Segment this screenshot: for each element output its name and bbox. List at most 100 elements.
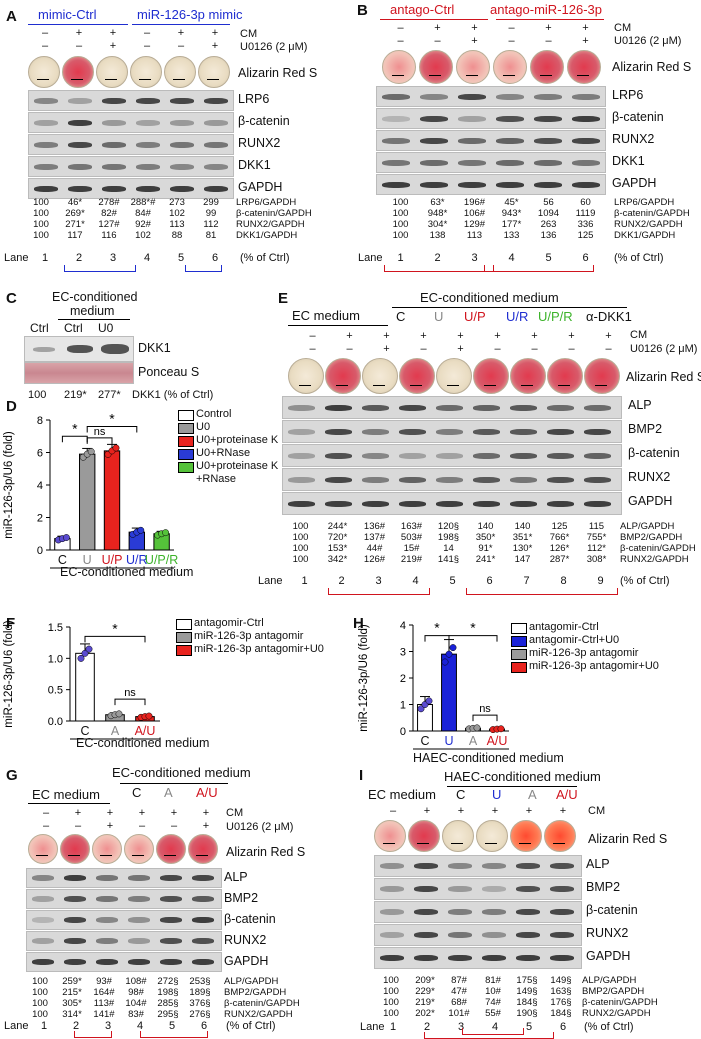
scale-bar [558,385,570,386]
quant-val: 100 [33,230,49,241]
x-tick-label: U/R [126,553,148,567]
quant-val: 184§ [550,1008,572,1019]
band [516,863,540,869]
band [496,115,524,122]
panel-g-cm-label: CM [226,807,244,819]
sign: – [397,22,404,34]
quant-val: 215* [62,987,82,998]
blot-1 [376,108,606,129]
panel-d-label: D [6,398,17,415]
quant-val: 81# [485,975,501,986]
y-tick-label: 8 [37,415,43,427]
sig-bracket [114,698,146,706]
lane-number: 7 [523,575,530,587]
well [124,834,154,864]
lane-number: 2 [338,575,345,587]
y-tick-label: 0 [400,726,406,738]
band [510,452,537,459]
sign: – [531,343,538,355]
band [547,500,574,507]
quant-val: 287* [549,554,570,565]
scale-bar [466,75,478,76]
panel-i-lane-word: Lane [360,1021,385,1033]
quant-val: 100 [392,230,409,241]
band [550,955,574,961]
blot-label-4: GAPDH [628,494,673,508]
band [128,959,150,965]
band [34,185,58,192]
scale-bar [37,79,49,80]
quant-label: RUNX2/GAPDH [224,1009,293,1020]
lane-number: 2 [434,252,441,264]
y-tick-label: 6 [37,448,43,460]
band [136,119,160,126]
quant-val: 209* [415,975,435,986]
quant-val: 351* [512,532,533,543]
panel-e: E EC medium EC-conditioned medium C U U/P U… [258,288,701,613]
blot-label-2: RUNX2 [612,132,655,146]
band [382,137,410,144]
sign: + [346,330,353,342]
lane-number: 4 [412,575,419,587]
blot-3 [282,468,622,491]
sign: + [177,27,185,39]
band [325,428,352,435]
band [382,159,410,166]
quant-val: 263 [540,219,557,230]
quant-val: 376§ [189,998,211,1009]
band [325,404,352,411]
panel-c-col-2: U0 [98,321,114,335]
band [496,181,524,188]
quant-val: 350* [475,532,496,543]
scale-bar [417,843,429,844]
quant-val: 102 [135,230,151,241]
band [34,141,58,148]
panel-e-u0-label: U0126 (2 μM) [630,343,698,355]
well [567,50,601,84]
band [534,159,562,166]
sign: – [309,330,316,342]
quant-val: 100 [383,986,399,997]
band [325,452,352,459]
sign: + [106,807,114,819]
blot-label-3: DKK1 [612,154,645,168]
well [547,358,583,394]
lane-number: 1 [40,1020,48,1032]
band [64,959,86,965]
band [96,959,118,965]
panel-c-val-2: 277* [98,389,121,401]
x-tick-label: U [444,734,453,748]
sign: + [423,805,431,817]
band [414,955,438,961]
sign: – [494,343,501,355]
well [164,56,196,88]
band [288,428,315,435]
band [547,476,574,483]
data-point [87,448,95,456]
sign: + [109,27,117,39]
band [584,428,611,435]
band [420,159,448,166]
blot-4 [28,178,234,199]
legend-label: miR-126-3p antagomir+U0 [194,643,324,655]
scale-bar [521,385,533,386]
panel-g-u0-label: U0126 (2 μM) [226,821,294,833]
quant-val: 44# [366,543,383,554]
panel-a: A mimic-Ctrl miR-126-3p mimic – + + – + + – – +… [0,0,350,272]
well [399,358,435,394]
quant-val: 100 [33,208,49,219]
y-tick-label: 0.0 [48,716,63,728]
group-label: U/P [464,309,486,324]
band [448,932,472,938]
panel-b-cm-label: CM [614,22,632,34]
quant-val: 93# [96,976,112,987]
legend-swatch [511,636,527,647]
panel-f: F 0.0 0.5 1.0 1.5 miR-126-3p/U6 (fold) C A A/U *… [0,615,330,750]
band [534,115,562,122]
quant-val: 278# [98,197,120,208]
sign: + [491,805,499,817]
blot-label-1: BMP2 [224,891,259,905]
y-tick-label: 1.0 [48,653,63,665]
band [128,938,150,944]
quant-val: 198§ [437,532,460,543]
